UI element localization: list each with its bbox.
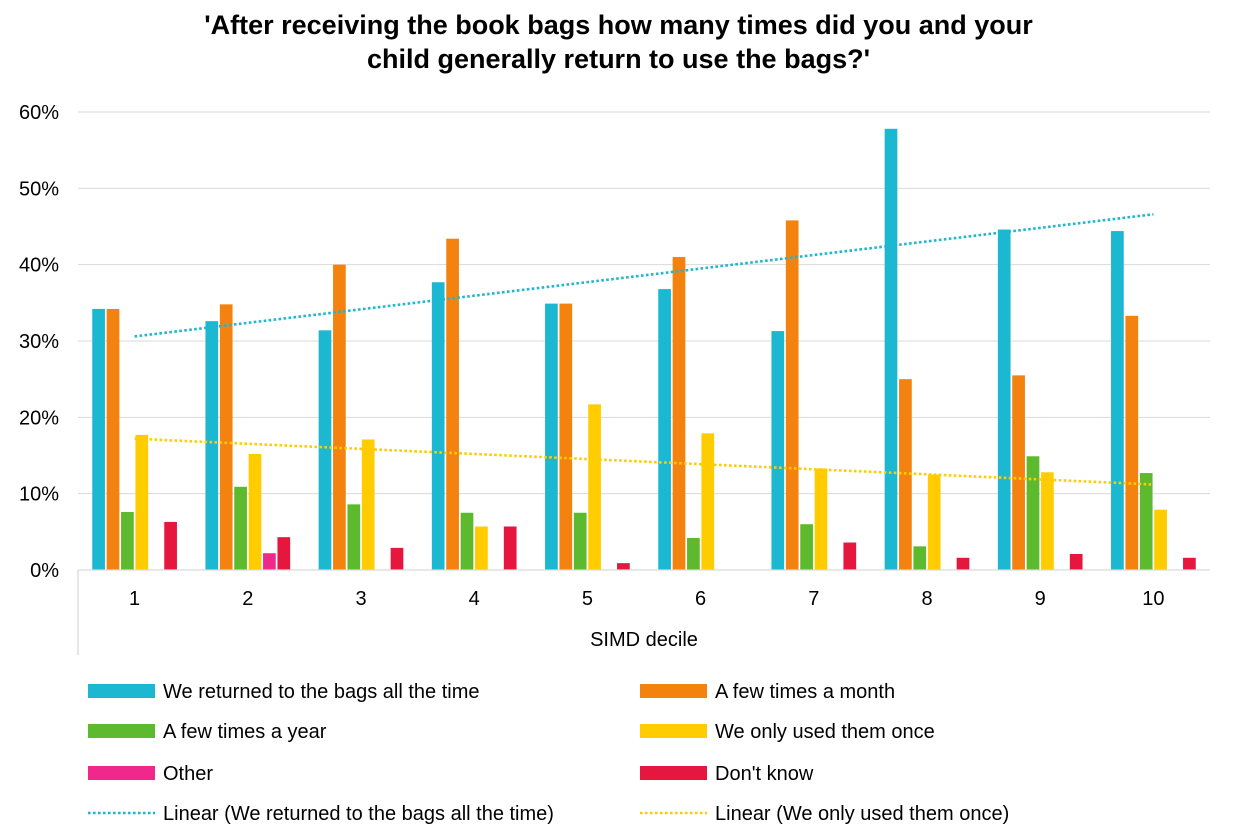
bar <box>1041 472 1054 570</box>
bar <box>164 521 177 570</box>
bar <box>559 303 573 570</box>
bar <box>771 331 785 570</box>
bar <box>1069 553 1083 570</box>
bar <box>1012 375 1025 570</box>
bar <box>573 512 587 570</box>
chart-title-line-1: 'After receiving the book bags how many … <box>204 10 1033 40</box>
x-tick-label: 7 <box>808 588 819 610</box>
bar <box>800 524 813 570</box>
x-tick-label: 4 <box>469 588 480 610</box>
x-tick-label: 8 <box>921 588 932 610</box>
y-tick-label: 50% <box>19 178 59 200</box>
legend-label: Linear (We only used them once) <box>715 803 1009 825</box>
bar <box>1026 456 1040 570</box>
bar <box>431 282 445 570</box>
bar <box>135 434 149 570</box>
y-tick-label: 10% <box>19 484 59 506</box>
bar <box>588 404 601 570</box>
bar <box>446 238 459 571</box>
legend: We returned to the bags all the time A fe… <box>88 681 1009 825</box>
bar <box>503 526 517 570</box>
bar <box>390 547 404 570</box>
bar <box>545 303 558 570</box>
legend-label: We returned to the bags all the time <box>163 681 479 703</box>
bar <box>701 433 715 570</box>
x-tick-label: 1 <box>129 588 140 610</box>
bar <box>956 557 970 570</box>
axes: 0% 10% 20% 30% 40% 50% 60% 1 2 3 4 5 6 7 8 9 10 <box>19 102 1210 655</box>
legend-swatch <box>640 724 707 738</box>
bar <box>785 220 799 571</box>
legend-swatch <box>88 724 155 738</box>
legend-label: Linear (We returned to the bags all the … <box>163 803 554 825</box>
bar <box>92 308 105 570</box>
bar <box>475 526 488 570</box>
legend-label: A few times a year <box>163 721 327 743</box>
x-axis-title: SIMD decile <box>590 629 698 651</box>
x-tick-label: 5 <box>582 588 593 610</box>
bar <box>277 537 291 570</box>
bars <box>92 128 1196 571</box>
bar <box>1154 509 1167 570</box>
bar <box>927 474 941 570</box>
x-tick-label: 10 <box>1142 588 1164 610</box>
bar <box>913 546 927 570</box>
bar <box>361 439 375 570</box>
bar <box>248 453 262 570</box>
bar <box>658 289 671 570</box>
legend-label: A few times a month <box>715 681 895 703</box>
bar <box>884 128 898 570</box>
y-tick-label: 60% <box>19 102 59 124</box>
bar <box>617 563 630 570</box>
x-tick-label: 9 <box>1035 588 1046 610</box>
bar <box>1139 473 1153 570</box>
gridlines <box>78 111 1210 495</box>
bar <box>997 229 1011 570</box>
bar <box>1183 557 1196 570</box>
trendlines <box>134 212 1154 486</box>
legend-label: Other <box>163 763 213 785</box>
trendline <box>134 212 1154 338</box>
bar <box>318 330 332 570</box>
bar <box>672 257 686 570</box>
bar <box>687 537 700 570</box>
bar <box>106 308 120 570</box>
bar <box>1125 315 1139 570</box>
bar <box>219 304 233 570</box>
legend-swatch <box>88 684 155 698</box>
bar <box>205 321 219 570</box>
legend-swatch <box>88 766 155 780</box>
chart-title: 'After receiving the book bags how many … <box>0 8 1237 76</box>
legend-swatch <box>640 766 707 780</box>
legend-swatch <box>640 684 707 698</box>
bar <box>460 512 474 570</box>
bar <box>234 486 247 570</box>
y-tick-label: 0% <box>30 560 59 582</box>
bar <box>814 468 828 570</box>
y-tick-label: 20% <box>19 407 59 429</box>
bar <box>1111 231 1124 570</box>
chart-title-line-2: child generally return to use the bags?' <box>366 44 871 74</box>
bar <box>333 264 346 570</box>
legend-label: Don't know <box>715 763 814 785</box>
x-tick-label: 6 <box>695 588 706 610</box>
bar <box>121 511 134 570</box>
bar <box>843 542 857 570</box>
bar <box>263 553 276 570</box>
x-tick-label: 2 <box>242 588 253 610</box>
y-tick-label: 30% <box>19 331 59 353</box>
bar <box>347 504 361 570</box>
y-tick-label: 40% <box>19 255 59 277</box>
legend-label: We only used them once <box>715 721 935 743</box>
x-tick-label: 3 <box>355 588 366 610</box>
